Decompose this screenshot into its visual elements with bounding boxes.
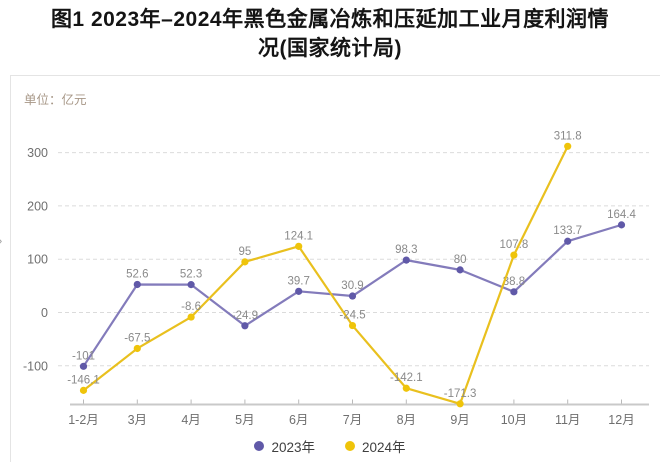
y-axis-tick-label: -100 (23, 359, 48, 373)
data-point[interactable] (133, 280, 141, 289)
data-point-label: -24.9 (232, 310, 258, 322)
chart-title-line2: 况(国家统计局) (258, 37, 402, 60)
data-point[interactable] (241, 258, 249, 266)
x-axis-label: 4月 (181, 413, 200, 427)
data-point[interactable] (79, 386, 88, 394)
data-point[interactable] (295, 287, 303, 295)
data-point-label: 124.1 (284, 230, 313, 242)
data-point-label: -24.5 (339, 310, 365, 322)
data-point[interactable] (564, 142, 572, 150)
data-point-label: 311.8 (554, 130, 582, 142)
x-axis-label: 3月 (128, 413, 147, 427)
data-point-label: 133.7 (553, 225, 582, 237)
y-axis-tick-label: 200 (27, 199, 48, 213)
chart-title-line1: 图1 2023年–2024年黑色金属冶炼和压延加工业月度利润情 (50, 8, 610, 31)
series-line-1 (82, 145, 569, 405)
data-point-label: 80 (454, 254, 467, 266)
data-point[interactable] (510, 288, 518, 296)
data-point-label: -171.3 (444, 388, 477, 400)
y-axis-tick-label: 0 (41, 306, 48, 320)
legend-label-2024: 2024年 (362, 440, 406, 455)
data-point-label: 107.8 (500, 239, 529, 251)
legend-dot-2024-icon (345, 441, 355, 451)
data-point[interactable] (402, 256, 410, 264)
legend-item-2023[interactable]: 2023年 (254, 436, 315, 456)
data-point[interactable] (187, 313, 195, 321)
y-axis-tick-label: 100 (27, 253, 48, 267)
chart-title: 图1 2023年–2024年黑色金属冶炼和压延加工业月度利润情 况(国家统计局) (0, 5, 660, 63)
data-point[interactable] (133, 344, 141, 353)
data-point-label: 164.4 (607, 209, 636, 221)
data-point-label: -67.5 (124, 332, 150, 344)
data-point-label: 95 (239, 246, 252, 258)
data-point-label: 52.6 (126, 268, 148, 280)
data-point-label: -142.1 (390, 372, 423, 384)
legend-dot-2023-icon (254, 441, 265, 451)
data-point[interactable] (617, 221, 626, 229)
x-axis-label: 9月 (450, 413, 469, 427)
x-axis-label: 8月 (397, 413, 416, 427)
data-point-label: 52.3 (180, 269, 202, 281)
data-point[interactable] (510, 251, 518, 259)
chart-legend: 2023年 2024年 (0, 436, 660, 456)
data-point[interactable] (456, 266, 464, 274)
x-axis-label: 10月 (501, 413, 527, 427)
x-axis-label: 6月 (289, 413, 308, 427)
data-point-label: 38.8 (503, 276, 525, 288)
legend-label-2023: 2023年 (271, 440, 315, 455)
x-axis-label: 11月 (555, 413, 580, 427)
data-point-label: 39.7 (288, 275, 310, 287)
left-edge-chevron-icon[interactable]: › (0, 234, 2, 247)
y-axis-tick-label: 300 (27, 146, 48, 160)
data-point[interactable] (187, 281, 195, 289)
data-point[interactable] (348, 292, 357, 300)
data-point[interactable] (79, 362, 88, 370)
unit-label: 单位：亿元 (24, 93, 87, 107)
x-axis-label: 5月 (235, 413, 254, 427)
data-point[interactable] (295, 242, 303, 250)
x-axis-label: 12月 (608, 413, 634, 427)
x-axis-label: 1-2月 (68, 413, 99, 427)
data-point-label: 30.9 (341, 280, 363, 292)
data-point[interactable] (348, 321, 357, 330)
legend-item-2024[interactable]: 2024年 (345, 436, 406, 456)
data-point-label: -146.1 (67, 374, 100, 386)
chart-card (10, 75, 660, 462)
data-point[interactable] (402, 384, 410, 392)
x-axis-label: 7月 (343, 413, 362, 427)
data-point-label: 98.3 (395, 244, 417, 256)
data-point[interactable] (241, 322, 249, 330)
data-point-label: -8.6 (181, 301, 201, 313)
data-point[interactable] (564, 237, 572, 245)
data-point-label: -101 (72, 350, 95, 362)
data-point[interactable] (456, 400, 464, 408)
